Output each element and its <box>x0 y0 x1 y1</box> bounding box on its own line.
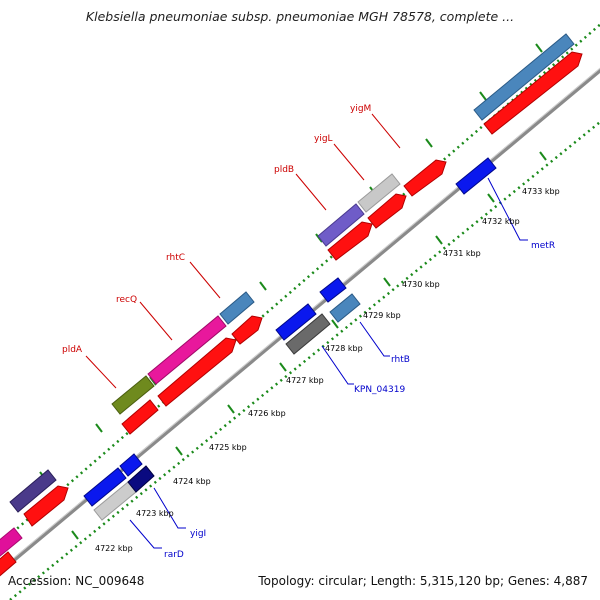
cds-arrow-fwd[interactable] <box>121 399 159 435</box>
scale-label-4731: 4731 kbp <box>443 249 481 258</box>
gene-arrow-rhtC[interactable] <box>219 291 255 325</box>
label-yigI: yigI <box>190 529 206 539</box>
label-metR: metR <box>531 241 555 251</box>
forward-strand-genes <box>0 33 575 566</box>
gene-arrow-rev-blue-a[interactable] <box>275 303 317 341</box>
accession-text: Accession: NC_009648 <box>8 574 145 588</box>
gene-arrow-rhtB[interactable] <box>329 293 361 323</box>
cds-arrow-fwd[interactable] <box>231 315 263 345</box>
gene-arrow-metR[interactable] <box>455 157 497 195</box>
forward-label-leaders <box>85 113 401 389</box>
gene-arrow-pldA[interactable] <box>111 375 155 415</box>
scale-label-4722: 4722 kbp <box>95 544 133 553</box>
scale-label-4733: 4733 kbp <box>522 187 560 196</box>
gene-arrow-yigM[interactable] <box>473 33 575 121</box>
map-title: Klebsiella pneumoniae subsp. pneumoniae … <box>85 9 515 24</box>
label-pldB: pldB <box>274 165 294 175</box>
scale-label-4732: 4732 kbp <box>482 217 520 226</box>
cds-arrow-fwd[interactable] <box>483 51 583 135</box>
gene-arrow-rev-navy[interactable] <box>127 465 155 493</box>
gene-arrow-KPN_04319[interactable] <box>285 313 331 355</box>
scale-label-4723: 4723 kbp <box>136 509 174 518</box>
reverse-label-leaders <box>129 177 528 549</box>
gene-arrow-pldB[interactable] <box>317 203 365 247</box>
cds-arrow-fwd[interactable] <box>0 551 17 586</box>
gene-arrow-rev-small[interactable] <box>119 453 143 477</box>
inner-track-ticks <box>71 151 547 540</box>
label-recQ: recQ <box>116 295 137 305</box>
gene-arrow-yigI[interactable] <box>83 467 127 507</box>
scale-label-4727: 4727 kbp <box>286 376 324 385</box>
gene-arrow-fwd-left-edge[interactable] <box>0 527 23 566</box>
scale-label-4725: 4725 kbp <box>209 443 247 452</box>
scale-label-4729: 4729 kbp <box>363 311 401 320</box>
gene-arrow-yigL[interactable] <box>357 173 401 213</box>
forward-cds-row <box>0 51 583 586</box>
label-pldA: pldA <box>62 345 83 355</box>
label-yigL: yigL <box>314 134 333 144</box>
scale-label-4730: 4730 kbp <box>402 280 440 289</box>
cds-arrow-fwd[interactable] <box>367 193 407 229</box>
label-yigM: yigM <box>350 104 371 114</box>
scale-label-4724: 4724 kbp <box>173 477 211 486</box>
label-KPN_04319: KPN_04319 <box>354 385 405 395</box>
label-rhtC: rhtC <box>166 253 185 263</box>
reverse-strand-genes <box>83 157 497 521</box>
scale-label-4726: 4726 kbp <box>248 409 286 418</box>
gene-arrow-fwd-purple-left[interactable] <box>9 469 57 513</box>
outer-dotted-track <box>0 22 600 546</box>
cds-arrow-fwd[interactable] <box>23 485 69 527</box>
cds-arrow-fwd[interactable] <box>157 337 237 407</box>
gene-arrow-recQ[interactable] <box>147 315 227 385</box>
gene-arrow-rev-blue-b[interactable] <box>319 277 347 303</box>
label-rhtB: rhtB <box>391 355 410 365</box>
scale-label-4728: 4728 kbp <box>325 344 363 353</box>
inner-dotted-track <box>9 120 600 600</box>
topology-text: Topology: circular; Length: 5,315,120 bp… <box>258 574 588 588</box>
outer-track-ticks <box>39 43 543 481</box>
cds-arrow-fwd[interactable] <box>403 159 447 197</box>
cds-arrow-fwd[interactable] <box>327 221 373 261</box>
label-rarD: rarD <box>164 550 184 560</box>
